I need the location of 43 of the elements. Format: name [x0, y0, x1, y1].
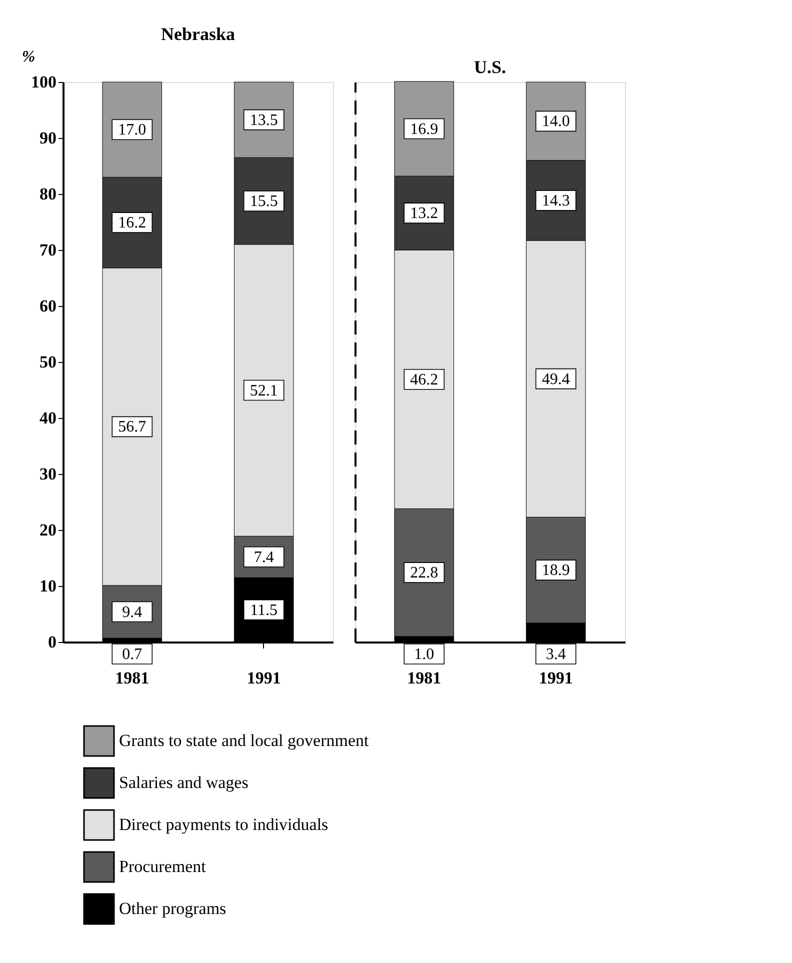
data-label: 13.5 — [250, 112, 278, 129]
data-label: 22.8 — [410, 564, 438, 582]
y-tick-label: 10 — [40, 576, 56, 596]
data-label: 56.7 — [118, 418, 146, 436]
y-tick-label: 70 — [40, 240, 56, 260]
data-label: 49.4 — [542, 370, 570, 388]
y-tick-label: 90 — [40, 128, 56, 148]
data-label: 3.4 — [546, 646, 566, 663]
data-label: 52.1 — [250, 382, 278, 400]
chart-title: Nebraska — [160, 24, 236, 44]
y-tick-label: 50 — [40, 352, 56, 372]
data-label: 13.2 — [410, 205, 438, 222]
data-label: 17.0 — [118, 122, 146, 139]
data-label: 18.9 — [542, 562, 570, 580]
x-tick-label: 1991 — [538, 668, 573, 688]
data-label: 46.2 — [410, 371, 438, 388]
data-label: 16.9 — [410, 120, 438, 138]
x-tick-label: 1981 — [115, 668, 150, 688]
y-tick-label: 30 — [40, 464, 56, 484]
legend-label: Grants to state and local government — [119, 731, 370, 750]
data-label: 11.5 — [250, 602, 278, 619]
chart-title: U.S. — [474, 57, 506, 78]
legend-label: Direct payments to individuals — [119, 815, 328, 834]
y-tick-label: 40 — [40, 408, 56, 428]
y-axis-title: % — [22, 48, 36, 66]
y-tick-label: 80 — [40, 184, 56, 204]
y-tick-label: 0 — [48, 632, 56, 652]
data-label: 14.3 — [542, 192, 570, 210]
y-tick-label: 100 — [31, 72, 56, 92]
data-label: 15.5 — [250, 193, 278, 210]
legend-label: Procurement — [119, 857, 206, 876]
data-label: 16.2 — [118, 214, 146, 232]
data-label: 14.0 — [542, 113, 570, 130]
data-label: 1.0 — [414, 646, 434, 663]
y-tick-label: 60 — [40, 296, 56, 316]
x-tick-label: 1991 — [246, 668, 281, 688]
data-label: 7.4 — [254, 548, 274, 566]
data-label: 9.4 — [122, 604, 142, 621]
legend-label: Other programs — [119, 899, 226, 918]
legend-label: Salaries and wages — [119, 773, 248, 792]
y-tick-label: 20 — [40, 520, 56, 540]
data-label: 0.7 — [122, 646, 142, 663]
x-tick-label: 1981 — [407, 668, 442, 688]
